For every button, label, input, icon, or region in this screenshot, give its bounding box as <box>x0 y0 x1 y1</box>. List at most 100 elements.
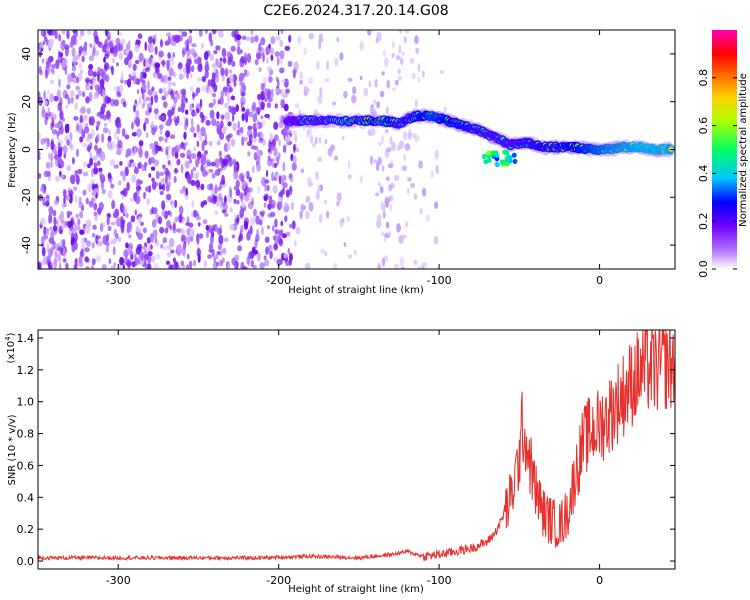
noise-speckle <box>66 210 70 216</box>
noise-speckle <box>197 77 202 82</box>
noise-speckle <box>70 217 74 225</box>
noise-speckle <box>205 119 211 126</box>
noise-speckle <box>232 122 237 131</box>
noise-speckle <box>82 171 89 177</box>
noise-speckle <box>239 192 244 199</box>
noise-speckle <box>159 171 165 177</box>
noise-speckle <box>376 101 381 109</box>
noise-speckle <box>47 138 50 147</box>
noise-speckle <box>176 115 180 124</box>
noise-speckle <box>186 173 192 184</box>
noise-speckle <box>202 219 208 225</box>
noise-speckle <box>151 127 156 136</box>
noise-speckle <box>43 227 50 234</box>
noise-speckle <box>295 226 301 235</box>
noise-speckle <box>324 199 327 205</box>
noise-speckle <box>124 134 130 140</box>
noise-speckle <box>291 162 297 171</box>
noise-speckle <box>198 233 204 239</box>
noise-speckle <box>38 261 42 269</box>
noise-speckle <box>359 75 363 81</box>
noise-speckle <box>144 117 149 125</box>
noise-speckle <box>305 210 310 220</box>
noise-speckle <box>146 132 149 139</box>
noise-speckle <box>255 123 259 129</box>
noise-speckle <box>124 166 129 177</box>
noise-speckle <box>279 59 283 65</box>
noise-speckle <box>111 140 116 150</box>
noise-speckle <box>79 211 84 219</box>
noise-speckle <box>224 102 229 109</box>
noise-speckle <box>66 139 70 146</box>
noise-speckle <box>81 55 85 63</box>
noise-speckle <box>120 219 126 225</box>
noise-speckle <box>389 136 393 145</box>
noise-speckle <box>77 90 82 97</box>
noise-speckle <box>434 149 440 160</box>
noise-speckle <box>97 207 102 216</box>
noise-speckle <box>267 155 271 162</box>
noise-speckle <box>66 164 72 172</box>
noise-speckle <box>172 52 175 58</box>
noise-speckle <box>135 195 141 205</box>
noise-speckle <box>77 218 81 226</box>
noise-speckle <box>83 114 88 121</box>
noise-speckle <box>195 88 199 97</box>
noise-speckle <box>347 77 353 82</box>
noise-speckle <box>243 172 248 178</box>
noise-speckle <box>139 227 142 234</box>
noise-speckle <box>181 234 186 242</box>
noise-speckle <box>101 264 107 269</box>
colorbar-tick-label: 0.8 <box>697 69 710 87</box>
noise-speckle <box>398 44 402 54</box>
noise-speckle <box>103 64 108 73</box>
noise-speckle <box>154 46 158 55</box>
noise-speckle <box>110 183 115 189</box>
noise-speckle <box>87 133 93 140</box>
noise-speckle <box>402 131 408 141</box>
noise-speckle <box>102 127 109 134</box>
noise-speckle <box>195 179 201 188</box>
noise-speckle <box>289 257 292 266</box>
noise-speckle <box>216 140 221 146</box>
noise-speckle <box>138 140 144 147</box>
noise-speckle <box>79 114 84 124</box>
noise-speckle <box>293 144 296 154</box>
noise-speckle <box>181 227 185 237</box>
noise-speckle <box>106 42 110 51</box>
noise-speckle <box>154 62 161 69</box>
noise-speckle <box>400 266 405 269</box>
noise-speckle <box>91 242 95 249</box>
noise-speckle <box>169 134 176 139</box>
y-tick-label: 1.4 <box>17 332 35 345</box>
noise-speckle <box>118 52 124 60</box>
noise-speckle <box>174 71 177 79</box>
noise-speckle <box>57 253 61 262</box>
noise-speckle <box>85 197 89 205</box>
noise-speckle <box>43 234 49 240</box>
noise-speckle <box>218 192 222 200</box>
noise-speckle <box>300 203 306 213</box>
noise-speckle <box>333 262 338 269</box>
noise-speckle <box>264 236 270 243</box>
noise-speckle <box>86 145 92 152</box>
noise-speckle <box>143 122 147 132</box>
noise-speckle <box>210 161 216 167</box>
noise-speckle <box>287 111 294 117</box>
noise-speckle <box>130 215 136 223</box>
noise-speckle <box>197 63 203 73</box>
noise-speckle <box>373 99 377 106</box>
noise-speckle <box>256 162 261 172</box>
noise-speckle <box>263 255 267 261</box>
noise-speckle <box>179 205 184 215</box>
noise-speckle <box>205 60 209 68</box>
noise-speckle <box>243 111 249 119</box>
noise-speckle <box>122 187 128 197</box>
noise-speckle <box>269 211 276 218</box>
noise-speckle <box>70 174 76 185</box>
noise-speckle <box>299 71 303 80</box>
noise-speckle <box>118 180 122 186</box>
y-tick-label: 0 <box>20 146 33 153</box>
noise-speckle <box>93 202 98 211</box>
noise-speckle <box>282 182 288 189</box>
